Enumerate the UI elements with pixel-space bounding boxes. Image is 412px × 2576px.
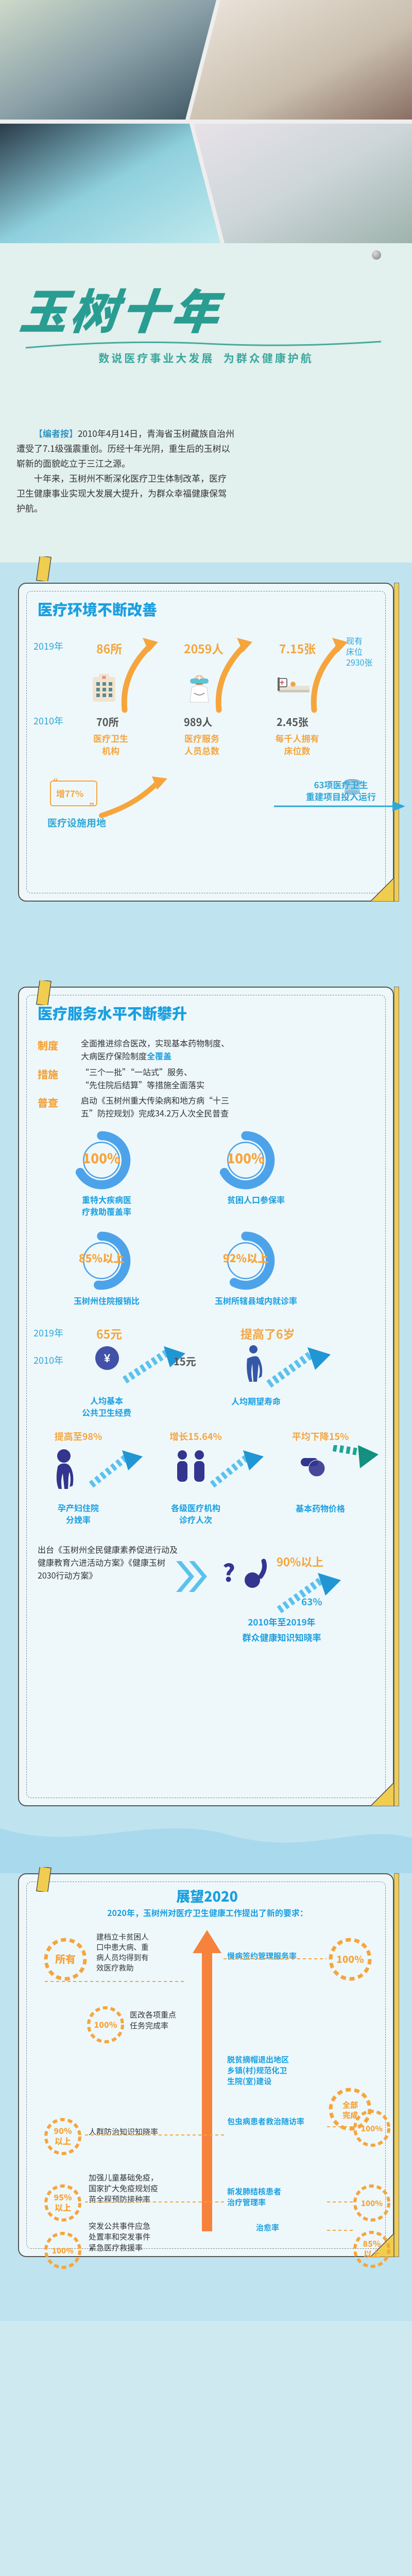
svg-text:100%: 100% (336, 1952, 364, 1966)
svg-text:以上: 以上 (364, 2247, 380, 2260)
svg-text:100%: 100% (361, 2123, 383, 2134)
svg-text:以上: 以上 (55, 2134, 71, 2147)
svg-text:以上: 以上 (55, 2201, 71, 2213)
svg-text:?: ? (222, 1555, 235, 1589)
svg-text:¥: ¥ (104, 1352, 111, 1365)
svg-text:100%: 100% (52, 2245, 74, 2256)
svg-text:H: H (102, 675, 106, 680)
svg-text:100%: 100% (94, 2018, 117, 2030)
svg-text:所有: 所有 (55, 1951, 76, 1966)
svg-text:100%: 100% (361, 2198, 383, 2209)
